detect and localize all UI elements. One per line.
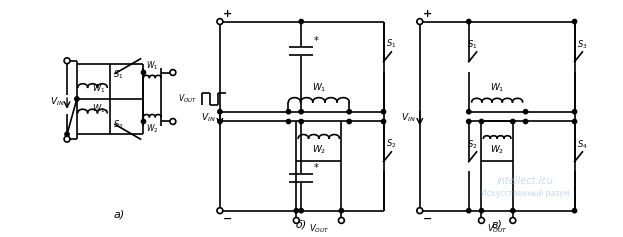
Circle shape bbox=[299, 119, 303, 124]
Circle shape bbox=[479, 119, 483, 124]
Text: −: − bbox=[422, 214, 432, 223]
Circle shape bbox=[573, 119, 577, 124]
Text: $V_{OUT}$: $V_{OUT}$ bbox=[308, 222, 329, 235]
Text: $W_1$: $W_1$ bbox=[92, 83, 105, 96]
Text: $S_3$: $S_3$ bbox=[576, 38, 587, 51]
Text: $W_1$: $W_1$ bbox=[146, 59, 158, 72]
Circle shape bbox=[467, 109, 471, 114]
Circle shape bbox=[287, 109, 291, 114]
Circle shape bbox=[478, 218, 485, 223]
Circle shape bbox=[75, 97, 79, 101]
Text: $W_2$: $W_2$ bbox=[146, 123, 158, 135]
Text: $S_1$: $S_1$ bbox=[113, 68, 123, 81]
Circle shape bbox=[217, 109, 222, 114]
Circle shape bbox=[141, 70, 146, 75]
Circle shape bbox=[573, 209, 577, 213]
Circle shape bbox=[467, 209, 471, 213]
Circle shape bbox=[347, 109, 351, 114]
Circle shape bbox=[293, 218, 299, 223]
Circle shape bbox=[417, 19, 422, 24]
Circle shape bbox=[340, 209, 343, 213]
Text: в): в) bbox=[492, 219, 503, 229]
Circle shape bbox=[417, 208, 422, 214]
Circle shape bbox=[467, 19, 471, 24]
Text: $S_2$: $S_2$ bbox=[386, 137, 397, 150]
Text: $V_{OUT}$: $V_{OUT}$ bbox=[178, 93, 197, 105]
Text: $V_{IN}$: $V_{IN}$ bbox=[401, 112, 416, 124]
Circle shape bbox=[511, 209, 515, 213]
Text: +: + bbox=[223, 9, 232, 19]
Circle shape bbox=[299, 19, 303, 24]
Circle shape bbox=[511, 119, 515, 124]
Text: $S_1$: $S_1$ bbox=[386, 37, 397, 50]
Text: б): б) bbox=[296, 219, 307, 229]
Circle shape bbox=[381, 119, 386, 124]
Text: $W_2$: $W_2$ bbox=[312, 143, 326, 155]
Text: $V_{IN}$: $V_{IN}$ bbox=[201, 112, 216, 124]
Circle shape bbox=[141, 119, 146, 124]
Text: $S_1$: $S_1$ bbox=[467, 38, 477, 51]
Circle shape bbox=[170, 118, 176, 124]
Text: $W_2$: $W_2$ bbox=[490, 143, 504, 155]
Circle shape bbox=[217, 119, 222, 124]
Text: $S_4$: $S_4$ bbox=[576, 138, 587, 151]
Circle shape bbox=[467, 119, 471, 124]
Text: $W_1$: $W_1$ bbox=[312, 82, 326, 94]
Text: *: * bbox=[314, 36, 319, 46]
Text: $S_2$: $S_2$ bbox=[113, 118, 123, 131]
Circle shape bbox=[64, 136, 70, 142]
Text: $V_{OUT}$: $V_{OUT}$ bbox=[487, 222, 508, 235]
Circle shape bbox=[294, 209, 298, 213]
Text: Искусственный разум: Искусственный разум bbox=[481, 188, 570, 197]
Circle shape bbox=[299, 209, 303, 213]
Circle shape bbox=[287, 119, 291, 124]
Circle shape bbox=[170, 70, 176, 75]
Circle shape bbox=[523, 109, 528, 114]
Circle shape bbox=[573, 19, 577, 24]
Text: $W_1$: $W_1$ bbox=[490, 82, 505, 94]
Circle shape bbox=[64, 58, 70, 64]
Circle shape bbox=[65, 132, 69, 136]
Text: $S_2$: $S_2$ bbox=[467, 138, 477, 151]
Circle shape bbox=[510, 218, 516, 223]
Text: a): a) bbox=[113, 210, 125, 219]
Circle shape bbox=[217, 19, 223, 24]
Circle shape bbox=[523, 119, 528, 124]
Text: *: * bbox=[314, 164, 319, 173]
Circle shape bbox=[217, 208, 223, 214]
Text: intellect.icu: intellect.icu bbox=[497, 176, 554, 186]
Circle shape bbox=[479, 209, 483, 213]
Circle shape bbox=[299, 109, 303, 114]
Text: −: − bbox=[223, 214, 232, 223]
Circle shape bbox=[381, 109, 386, 114]
Circle shape bbox=[573, 109, 577, 114]
Text: $V_{IN}$: $V_{IN}$ bbox=[49, 95, 64, 108]
Circle shape bbox=[347, 119, 351, 124]
Text: +: + bbox=[422, 9, 432, 19]
Text: $W_1$: $W_1$ bbox=[92, 102, 105, 115]
Circle shape bbox=[338, 218, 345, 223]
